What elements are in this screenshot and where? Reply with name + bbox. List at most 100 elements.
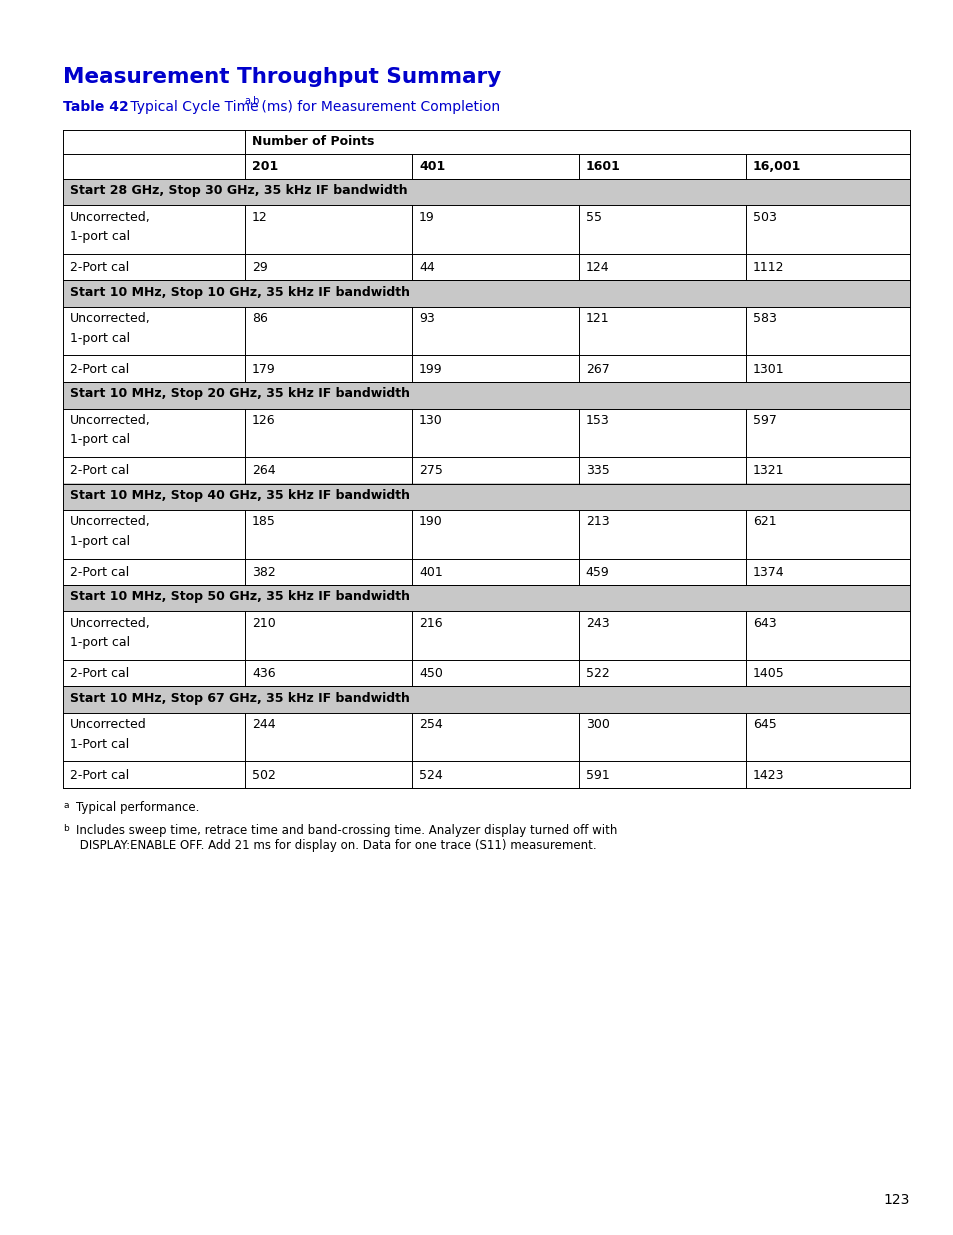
Text: Uncorrected: Uncorrected [70,719,147,731]
Bar [63,558,909,585]
Text: 29: 29 [252,262,268,274]
Bar [63,130,909,154]
Text: 597: 597 [752,414,776,427]
Bar [63,611,909,659]
Text: 12: 12 [252,211,268,224]
Text: 124: 124 [585,262,609,274]
Bar [63,280,909,308]
Text: 2-Port cal: 2-Port cal [70,464,129,478]
Text: Start 10 MHz, Stop 50 GHz, 35 kHz IF bandwidth: Start 10 MHz, Stop 50 GHz, 35 kHz IF ban… [70,590,410,604]
Text: 179: 179 [252,363,275,375]
Bar [63,308,909,356]
Text: Start 10 MHz, Stop 67 GHz, 35 kHz IF bandwidth: Start 10 MHz, Stop 67 GHz, 35 kHz IF ban… [70,692,410,705]
Text: 1423: 1423 [752,769,783,782]
Text: Table 42: Table 42 [63,100,129,114]
Text: 401: 401 [418,161,445,173]
Text: 1-port cal: 1-port cal [70,636,130,650]
Bar [63,382,909,409]
Text: 645: 645 [752,719,776,731]
Bar [63,409,909,457]
Text: 2-Port cal: 2-Port cal [70,363,129,375]
Text: 244: 244 [252,719,275,731]
Text: 199: 199 [418,363,442,375]
Bar [63,762,909,788]
Text: 2-Port cal: 2-Port cal [70,566,129,579]
Text: 1601: 1601 [585,161,620,173]
Text: (ms) for Measurement Completion: (ms) for Measurement Completion [256,100,499,114]
Text: 522: 522 [585,667,609,680]
Text: 335: 335 [585,464,609,478]
Text: Uncorrected,: Uncorrected, [70,515,151,529]
Text: Number of Points: Number of Points [252,135,375,148]
Bar [63,483,909,510]
Text: Start 10 MHz, Stop 20 GHz, 35 kHz IF bandwidth: Start 10 MHz, Stop 20 GHz, 35 kHz IF ban… [70,388,410,400]
Text: 1374: 1374 [752,566,783,579]
Bar [63,713,909,762]
Text: 2-Port cal: 2-Port cal [70,667,129,680]
Text: 190: 190 [418,515,442,529]
Text: 1-Port cal: 1-Port cal [70,739,129,751]
Text: Start 10 MHz, Stop 10 GHz, 35 kHz IF bandwidth: Start 10 MHz, Stop 10 GHz, 35 kHz IF ban… [70,287,410,299]
Text: a,b: a,b [244,96,259,106]
Text: 16,001: 16,001 [752,161,801,173]
Text: Uncorrected,: Uncorrected, [70,414,151,427]
Bar [63,457,909,483]
Text: 185: 185 [252,515,275,529]
Text: 1-port cal: 1-port cal [70,535,130,548]
Text: 401: 401 [418,566,442,579]
Text: 275: 275 [418,464,442,478]
Text: 126: 126 [252,414,275,427]
Text: 459: 459 [585,566,609,579]
Text: 1405: 1405 [752,667,783,680]
Text: Measurement Throughput Summary: Measurement Throughput Summary [63,67,500,86]
Text: Start 28 GHz, Stop 30 GHz, 35 kHz IF bandwidth: Start 28 GHz, Stop 30 GHz, 35 kHz IF ban… [70,184,407,198]
Text: 2-Port cal: 2-Port cal [70,769,129,782]
Bar [63,205,909,254]
Text: 44: 44 [418,262,435,274]
Text: 210: 210 [252,618,275,630]
Bar [63,585,909,611]
Text: Start 10 MHz, Stop 40 GHz, 35 kHz IF bandwidth: Start 10 MHz, Stop 40 GHz, 35 kHz IF ban… [70,489,410,501]
Text: 19: 19 [418,211,435,224]
Text: 1301: 1301 [752,363,783,375]
Text: Uncorrected,: Uncorrected, [70,211,151,224]
Text: 264: 264 [252,464,275,478]
Text: 621: 621 [752,515,776,529]
Bar [63,356,909,382]
Text: 86: 86 [252,312,268,326]
Text: 1-port cal: 1-port cal [70,231,130,243]
Text: 213: 213 [585,515,609,529]
Text: 123: 123 [882,1193,909,1207]
Text: 201: 201 [252,161,278,173]
Text: 1-port cal: 1-port cal [70,433,130,447]
Text: 130: 130 [418,414,442,427]
Text: 436: 436 [252,667,275,680]
Text: 2-Port cal: 2-Port cal [70,262,129,274]
Text: 382: 382 [252,566,275,579]
Bar [63,179,909,205]
Text: Uncorrected,: Uncorrected, [70,312,151,326]
Text: 267: 267 [585,363,609,375]
Text: 1-port cal: 1-port cal [70,332,130,345]
Text: 121: 121 [585,312,609,326]
Bar [63,254,909,280]
Text: 503: 503 [752,211,776,224]
Text: 153: 153 [585,414,609,427]
Text: 300: 300 [585,719,609,731]
Text: 1321: 1321 [752,464,783,478]
Text: 643: 643 [752,618,776,630]
Text: 254: 254 [418,719,442,731]
Text: 216: 216 [418,618,442,630]
Text: 243: 243 [585,618,609,630]
Text: 524: 524 [418,769,442,782]
Text: b: b [63,824,69,832]
Bar [63,659,909,687]
Text: 55: 55 [585,211,601,224]
Text: 450: 450 [418,667,442,680]
Bar [63,154,909,179]
Text: a: a [63,802,69,810]
Text: Uncorrected,: Uncorrected, [70,618,151,630]
Text: 583: 583 [752,312,776,326]
Bar [63,510,909,558]
Text: 502: 502 [252,769,275,782]
